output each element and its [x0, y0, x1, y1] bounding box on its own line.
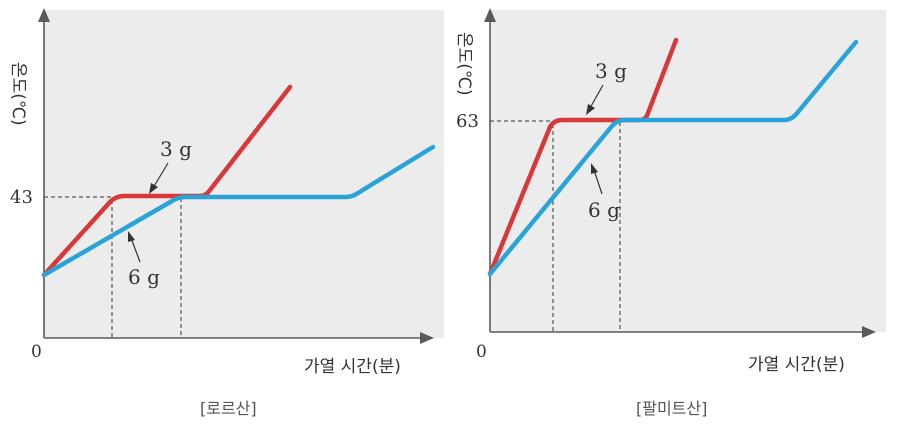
chart-palmitic-acid: 온도(℃) 0 가열 시간(분) 63 3 g 6 g [팔미트산] — [454, 8, 886, 418]
chart-lauric-acid: 온도(℃) 0 가열 시간(분) 43 3 g 6 g [로르산] — [8, 8, 444, 418]
chart-title: [로르산] — [200, 399, 257, 418]
y-axis-arrow — [484, 8, 496, 22]
origin-label: 0 — [476, 342, 487, 362]
y-axis-arrow — [38, 8, 50, 22]
series-6g-line — [487, 39, 859, 277]
series-6g-pointer-head — [128, 231, 135, 242]
plateau-tick-label: 43 — [10, 187, 33, 208]
series-3g-pointer — [589, 84, 604, 109]
chart-title: [팔미트산] — [636, 399, 707, 418]
series-3g-pointer-head — [586, 104, 595, 115]
plot-background — [44, 10, 444, 338]
y-axis-label: 온도(℃) — [454, 32, 474, 96]
series-3g-label: 3 g — [160, 137, 192, 161]
series-6g-pointer — [593, 169, 603, 195]
series-3g-pointer-head — [149, 183, 158, 194]
x-axis-label: 가열 시간(분) — [304, 357, 401, 377]
x-axis-arrow — [420, 332, 434, 344]
x-axis-arrow — [862, 326, 876, 338]
series-6g-pointer-head — [591, 163, 598, 174]
x-axis-label: 가열 시간(분) — [748, 355, 845, 375]
series-3g-pointer — [152, 162, 169, 189]
y-axis-label: 온도(℃) — [8, 62, 28, 126]
plateau-tick-label: 63 — [456, 111, 479, 132]
series-6g-label: 6 g — [588, 198, 620, 222]
series-3g-label: 3 g — [595, 59, 627, 83]
series-6g-line — [41, 144, 436, 278]
origin-label: 0 — [31, 342, 42, 362]
series-3g-line — [41, 84, 293, 278]
series-6g-pointer — [130, 237, 141, 263]
series-6g-label: 6 g — [128, 265, 160, 289]
plot-background — [490, 10, 886, 332]
series-3g-line — [487, 37, 679, 277]
